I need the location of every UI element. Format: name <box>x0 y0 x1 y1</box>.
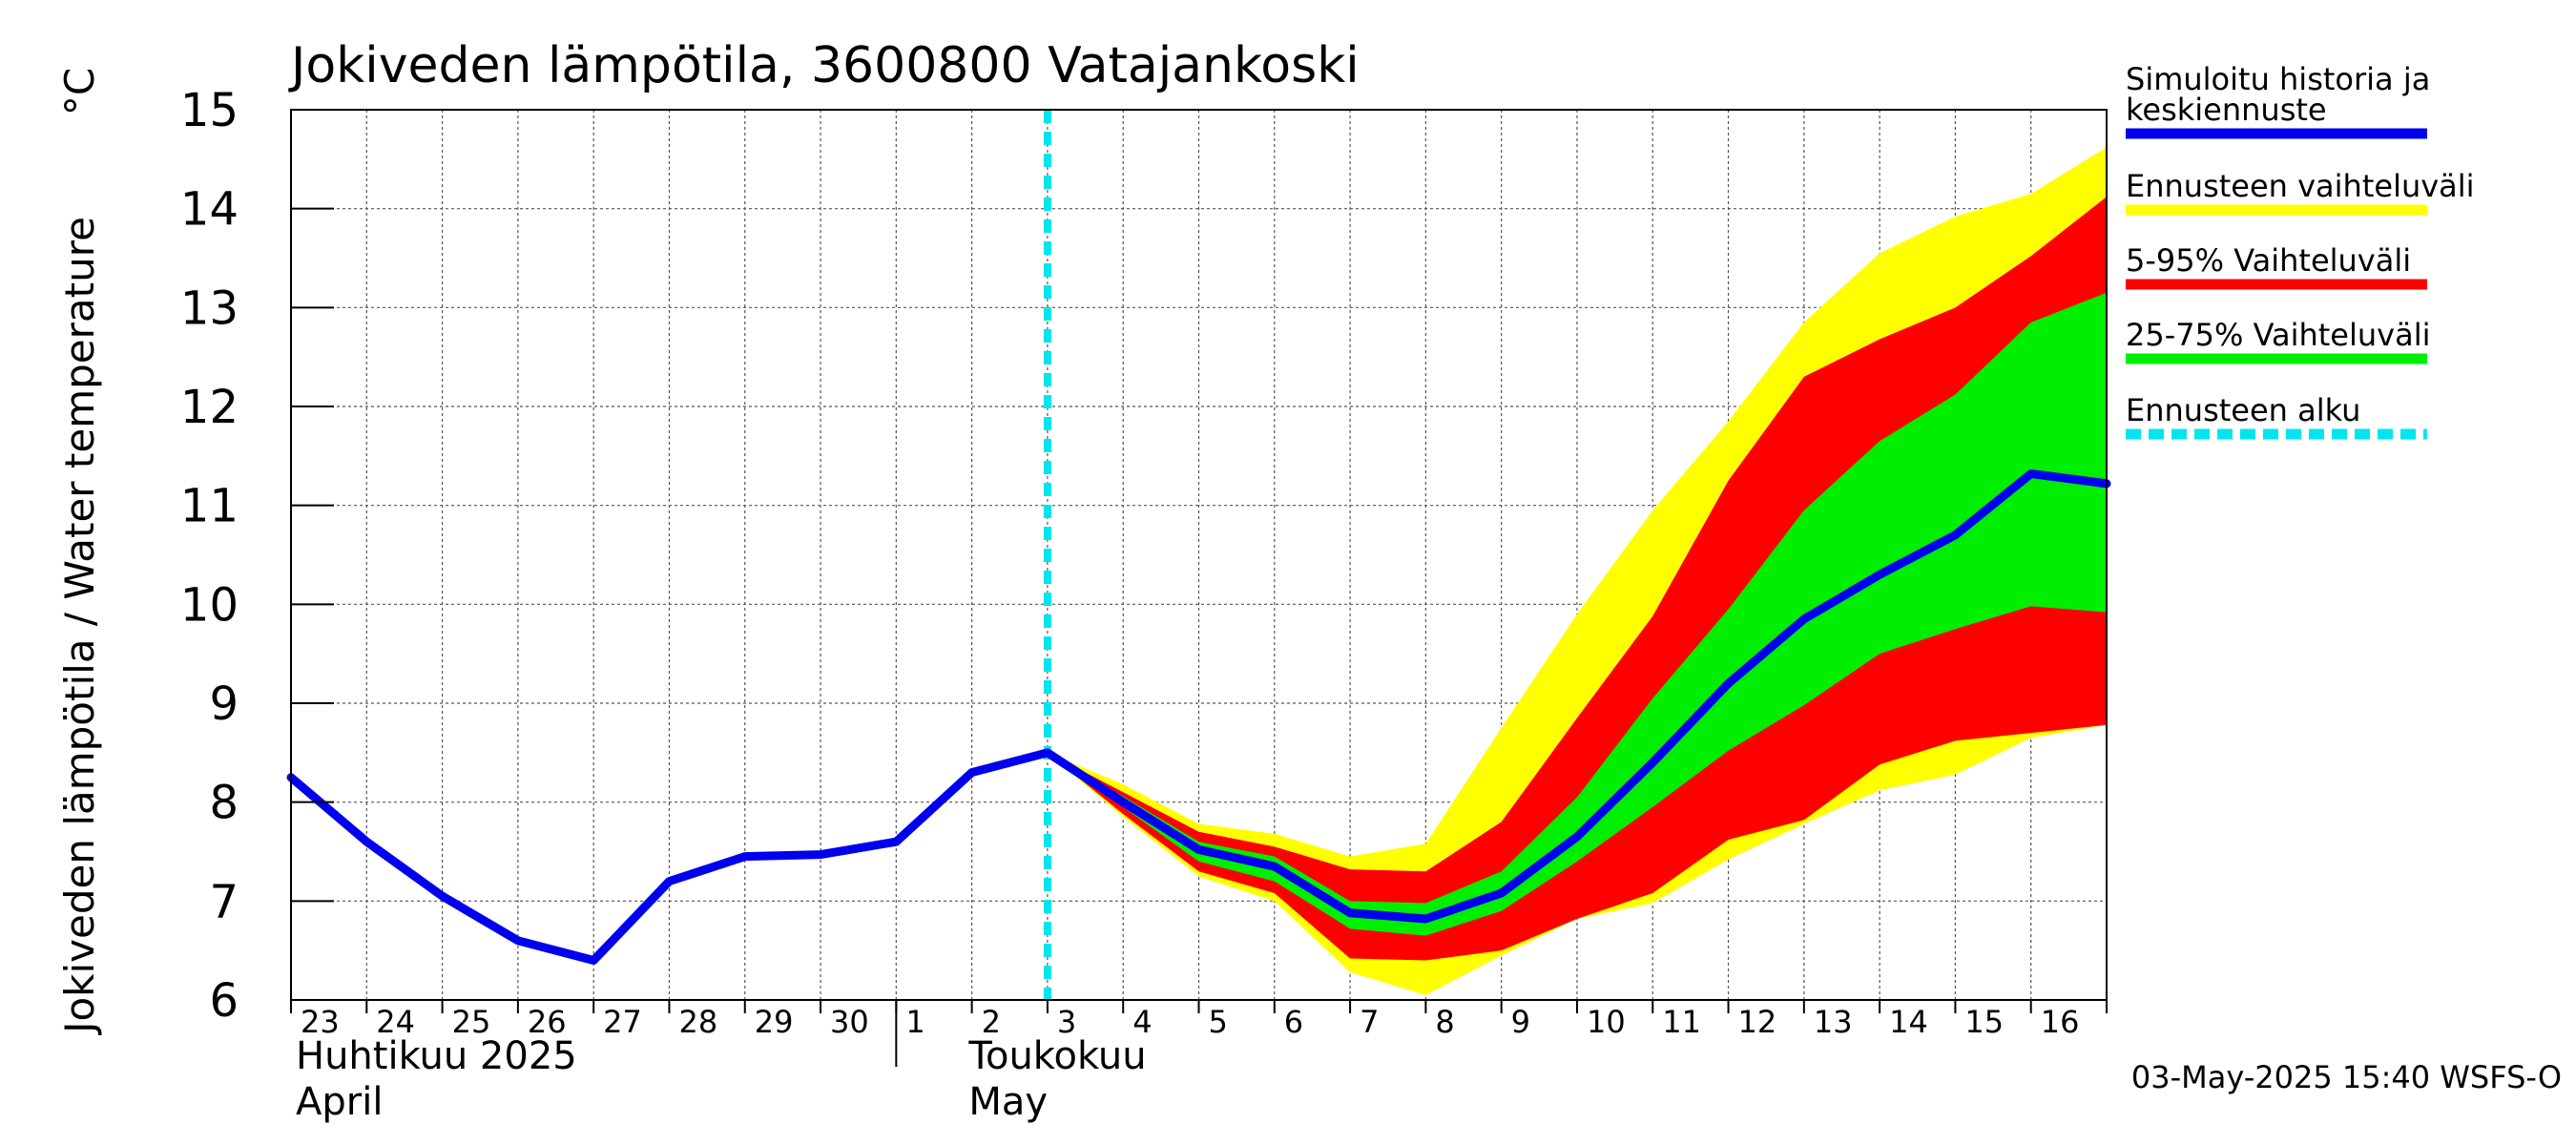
x-tick-label: 14 <box>1889 1004 1928 1040</box>
legend-label: Ennusteen alku <box>2126 392 2360 428</box>
x-tick-label: 27 <box>603 1004 642 1040</box>
x-tick-label: 12 <box>1738 1004 1777 1040</box>
chart-title: Jokiveden lämpötila, 3600800 Vatajankosk… <box>288 37 1360 94</box>
x-tick-label: 5 <box>1209 1004 1228 1040</box>
x-tick-label: 24 <box>376 1004 415 1040</box>
x-tick-label: 23 <box>301 1004 340 1040</box>
band-25-75% Vaihteluväli <box>1047 292 2107 936</box>
legend-label: Ennusteen vaihteluväli <box>2126 168 2475 204</box>
y-tick-label: 9 <box>209 677 239 731</box>
x-tick-label: 4 <box>1132 1004 1152 1040</box>
y-tick-label: 11 <box>180 480 239 533</box>
x-tick-label: 29 <box>755 1004 794 1040</box>
month-label: Toukokuu <box>967 1034 1146 1078</box>
y-tick-label: 14 <box>180 183 239 237</box>
timestamp: 03-May-2025 15:40 WSFS-O <box>2131 1059 2562 1095</box>
x-tick-label: 11 <box>1662 1004 1701 1040</box>
y-tick-label: 15 <box>180 84 239 137</box>
y-axis-label: Jokiveden lämpötila / Water temperature <box>56 217 103 1036</box>
x-tick-label: 1 <box>905 1004 924 1040</box>
month-label-en: May <box>968 1080 1048 1124</box>
y-tick-label: 8 <box>209 777 239 830</box>
y-tick-label: 12 <box>180 381 239 434</box>
legend-label: Simuloitu historia ja <box>2126 61 2430 97</box>
axes <box>290 109 2108 1067</box>
month-label: Huhtikuu 2025 <box>296 1034 577 1078</box>
x-tick-label: 30 <box>830 1004 869 1040</box>
x-tick-label: 9 <box>1511 1004 1530 1040</box>
x-tick-label: 13 <box>1814 1004 1853 1040</box>
y-tick-label: 13 <box>180 281 239 335</box>
x-tick-label: 26 <box>528 1004 567 1040</box>
y-tick-label: 6 <box>209 974 239 1028</box>
month-label-en: April <box>296 1080 383 1124</box>
legend-label: 25-75% Vaihteluväli <box>2126 317 2430 353</box>
series-lines <box>286 110 2111 1000</box>
x-tick-label: 28 <box>678 1004 717 1040</box>
legend-label: keskiennuste <box>2126 92 2327 128</box>
forecast-bands <box>1047 147 2107 995</box>
y-tick-label: 10 <box>180 578 239 632</box>
y-axis-unit: °C <box>56 68 103 115</box>
y-tick-label: 7 <box>209 875 239 928</box>
band-5-95% Vaihteluväli <box>1047 197 2107 961</box>
x-tick-labels: 23 24 25 26 27 28 29 30 1 2 3 4 5 6 7 8 9 10 11 12 13 14 15 16 <box>301 1004 2079 1040</box>
x-tick-label: 7 <box>1360 1004 1379 1040</box>
x-tick-label: 2 <box>982 1004 1001 1040</box>
x-tick-label: 8 <box>1435 1004 1454 1040</box>
y-tick-labels: 6 7 8 9 10 11 12 13 14 15 <box>180 84 239 1028</box>
x-tick-label: 10 <box>1587 1004 1626 1040</box>
x-tick-label: 25 <box>452 1004 491 1040</box>
x-tick-label: 15 <box>1964 1004 2004 1040</box>
legend-label: 5-95% Vaihteluväli <box>2126 242 2411 279</box>
x-tick-label: 6 <box>1284 1004 1303 1040</box>
x-tick-label: 3 <box>1057 1004 1076 1040</box>
x-tick-label: 16 <box>2041 1004 2080 1040</box>
series-line-Simuloitu historia ja keskiennuste <box>286 468 2111 966</box>
